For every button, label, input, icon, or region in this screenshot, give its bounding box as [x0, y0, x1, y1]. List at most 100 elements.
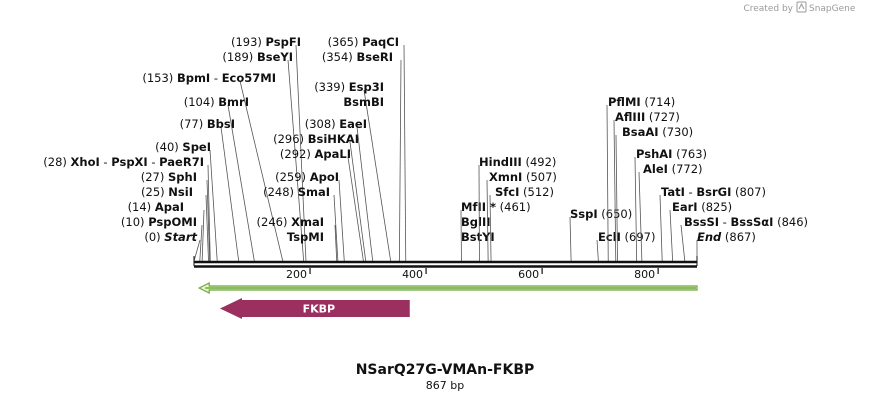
- site-smai[interactable]: (248) SmaI: [263, 185, 339, 262]
- site-leader: [209, 149, 218, 262]
- site-leader: [669, 209, 674, 262]
- site-ecli[interactable]: EclI (697): [596, 230, 656, 262]
- site-xmni[interactable]: XmnI (507): [486, 170, 557, 262]
- site-leader: [398, 59, 402, 262]
- site-label: End (867): [697, 230, 756, 244]
- site-paqci[interactable]: (365) PaqCI: [328, 35, 407, 262]
- site-leader: [338, 179, 345, 262]
- site-pflmi[interactable]: PflMI (714): [606, 95, 675, 262]
- site-label: (10) PspOMI: [121, 215, 197, 229]
- site-bsssi[interactable]: BssSI - BssSαI (846): [680, 215, 808, 262]
- site-label: MfII * (461): [461, 200, 531, 214]
- site-leader: [615, 134, 618, 262]
- site-leader: [606, 104, 609, 262]
- site-leader: [333, 194, 339, 262]
- sequence-title: NSarQ27G-VMAn-FKBP: [356, 362, 535, 378]
- site-eari[interactable]: EarI (825): [669, 200, 732, 262]
- axis-tick-label-400: 400: [402, 268, 423, 281]
- site-bseri[interactable]: (354) BseRI: [322, 50, 402, 262]
- site-leader: [193, 239, 201, 262]
- restriction-sites: (0) Start(10) PspOMI(14) ApaI(25) NsiI(2…: [43, 35, 808, 262]
- site-label: BsmBI: [343, 95, 384, 109]
- site-leader: [239, 80, 284, 262]
- credit-logo: Created by SnapGene: [743, 1, 856, 14]
- site-nsii[interactable]: (25) NsiI: [141, 185, 209, 262]
- site-label: SfcI (512): [495, 185, 554, 199]
- site-leader: [596, 239, 599, 262]
- site-label: TspMI: [287, 230, 324, 244]
- site-leader: [287, 59, 305, 262]
- site-leader: [680, 224, 686, 262]
- sequence-backbone: [193, 256, 698, 268]
- credit-brand: SnapGene: [809, 4, 856, 14]
- site-bmri[interactable]: (104) BmrI: [184, 95, 255, 262]
- site-label: (77) BbsI: [180, 117, 235, 131]
- site-apali[interactable]: (292) ApaLI: [280, 147, 364, 262]
- site-leader: [659, 194, 663, 262]
- site-bseyi[interactable]: (189) BseYI: [222, 50, 305, 262]
- axis-tick-label-200: 200: [286, 268, 307, 281]
- site-sphi[interactable]: (27) SphI: [141, 170, 211, 262]
- credit-prefix: Created by: [743, 4, 793, 14]
- site-label: (365) PaqCI: [328, 35, 399, 49]
- site-bpmi[interactable]: (153) BpmI - Eco57MI: [142, 71, 284, 262]
- site-pshai[interactable]: PshAI (763): [634, 147, 707, 262]
- site-label: (308) EaeI: [305, 117, 367, 131]
- site-label: BstYI: [461, 230, 495, 244]
- site-bsaai[interactable]: BsaAI (730): [615, 125, 693, 262]
- site-label: AleI (772): [643, 162, 703, 176]
- site-spei[interactable]: (40) SpeI: [155, 140, 218, 262]
- site-sfci[interactable]: SfcI (512): [489, 185, 554, 262]
- site-label: (246) XmaI: [257, 215, 324, 229]
- site-label: BssSI - BssSαI (846): [684, 215, 808, 229]
- site-label: (104) BmrI: [184, 95, 249, 109]
- site-hindiii[interactable]: HindIII (492): [478, 155, 556, 262]
- site-label: (153) BpmI - Eco57MI: [142, 71, 276, 85]
- site-tati[interactable]: TatI - BsrGI (807): [659, 185, 766, 262]
- site-bbsi[interactable]: (77) BbsI: [180, 117, 240, 262]
- site-alei[interactable]: AleI (772): [638, 162, 703, 262]
- orf-arrow[interactable]: [197, 282, 698, 294]
- site-label: (339) Esp3I: [314, 80, 384, 94]
- site-apoi[interactable]: (259) ApoI: [275, 170, 345, 262]
- feature-fkbp[interactable]: FKBP: [220, 298, 410, 319]
- site-leader: [205, 194, 209, 262]
- site-leader: [347, 156, 364, 262]
- site-label: HindIII (492): [479, 155, 556, 169]
- site-label: TatI - BsrGI (807): [661, 185, 766, 199]
- site-label: XmnI (507): [489, 170, 557, 184]
- site-leader: [227, 104, 255, 262]
- site-eaei[interactable]: (308) EaeI: [305, 117, 374, 262]
- site-label: (25) NsiI: [141, 185, 193, 199]
- site-label: SspI (650): [570, 207, 632, 221]
- feature-track: FKBP: [220, 298, 410, 319]
- site-label: (189) BseYI: [222, 50, 293, 64]
- site-label: (193) PspFI: [231, 35, 301, 49]
- feature-label: FKBP: [303, 303, 335, 316]
- site-leader: [363, 89, 392, 262]
- site-label: PshAI (763): [636, 147, 707, 161]
- site-pspfi[interactable]: (193) PspFI: [231, 35, 307, 262]
- site-start[interactable]: (0) Start: [144, 230, 201, 262]
- site-label: BsaAI (730): [622, 125, 693, 139]
- site-leader: [201, 209, 205, 262]
- site-apai[interactable]: (14) ApaI: [128, 200, 205, 262]
- site-leader: [206, 179, 211, 262]
- site-label: (259) ApoI: [275, 170, 339, 184]
- site-leader: [356, 126, 374, 262]
- site-leader: [207, 164, 211, 262]
- site-bsihkai[interactable]: (296) BsiHKAI: [273, 132, 367, 262]
- site-afliii[interactable]: AflIII (727): [613, 110, 680, 262]
- site-label: EclI (697): [598, 230, 656, 244]
- site-pspomi[interactable]: (10) PspOMI: [121, 215, 203, 262]
- feature-arrow-shape: [220, 298, 410, 319]
- site-label: (0) Start: [144, 230, 197, 244]
- site-end[interactable]: End (867): [696, 230, 756, 261]
- site-leader: [334, 224, 338, 262]
- site-xhoi[interactable]: (28) XhoI - PspXI - PaeR7I: [43, 155, 211, 262]
